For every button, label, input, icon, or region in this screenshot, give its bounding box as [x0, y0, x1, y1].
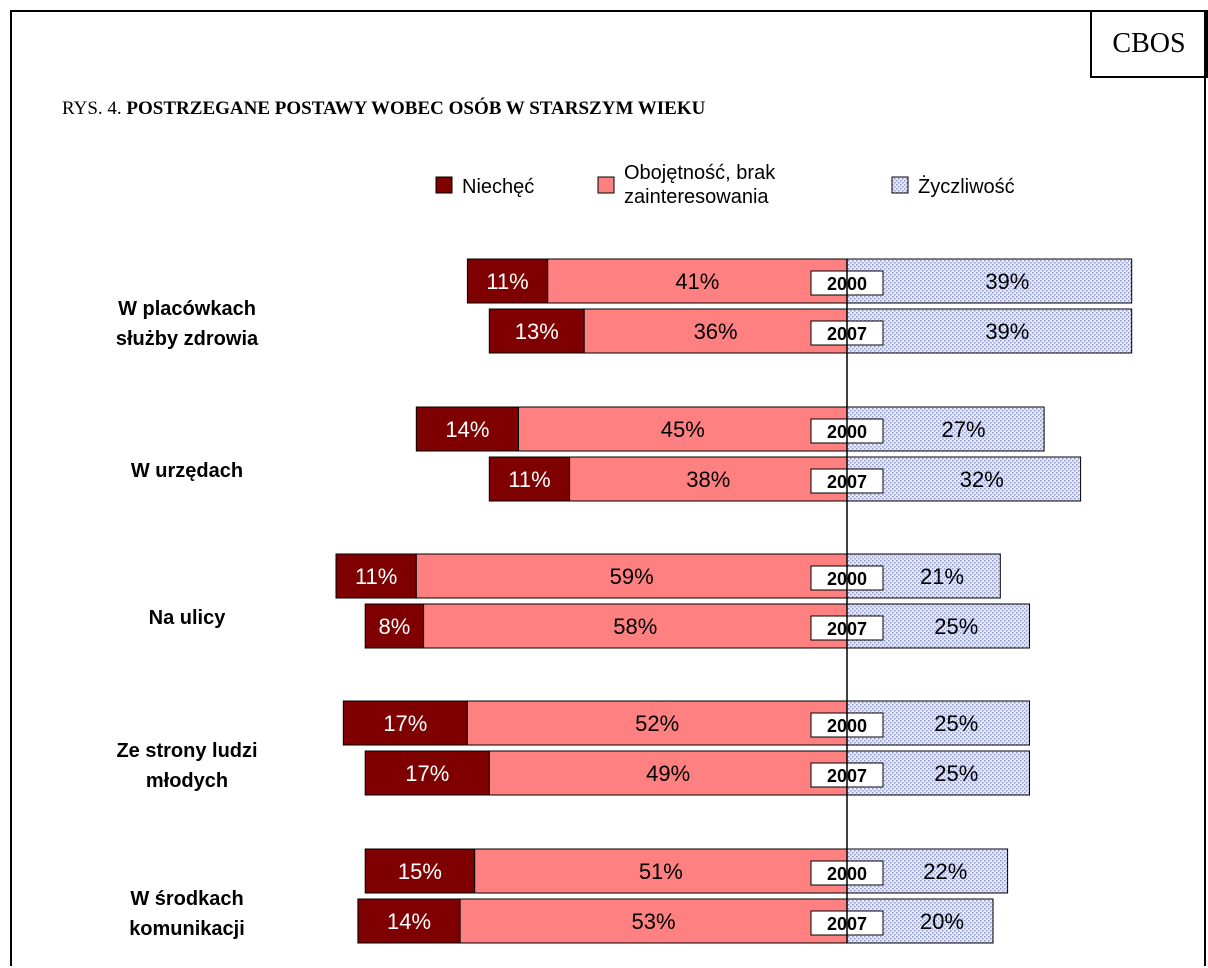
label-indifference-4-0: 51% [639, 859, 683, 884]
category-label-1-line-0: W urzędach [131, 460, 243, 482]
category-labels: W placówkach służby zdrowia W urzędach Na u… [116, 298, 259, 940]
bar-kindness-0-0 [846, 258, 1133, 304]
bar-indifference-0-0 [547, 258, 848, 304]
label-dislike-2-1: 8% [379, 614, 411, 639]
label-indifference-0-1: 36% [694, 319, 738, 344]
label-kindness-3-1: 25% [934, 761, 978, 786]
bar-dislike-2-0 [335, 553, 417, 599]
legend-swatch-2 [891, 176, 909, 194]
bar-kindness-1-1 [846, 456, 1082, 502]
legend-swatch-1 [597, 176, 615, 194]
label-kindness-4-1: 20% [920, 909, 964, 934]
label-dislike-0-1: 13% [515, 319, 559, 344]
bar-kindness-0-1 [846, 308, 1133, 354]
label-indifference-0-0: 41% [675, 269, 719, 294]
label-indifference-2-0: 59% [610, 564, 654, 589]
label-indifference-3-0: 52% [635, 711, 679, 736]
category-label-0-line-1: służby zdrowia [116, 328, 259, 350]
bar-indifference-3-0 [466, 700, 848, 746]
bar-indifference-1-1 [569, 456, 848, 502]
label-indifference-2-1: 58% [613, 614, 657, 639]
bar-dislike-4-0 [364, 848, 476, 894]
label-kindness-2-0: 21% [920, 564, 964, 589]
label-dislike-0-0: 11% [486, 269, 528, 294]
bar-dislike-1-0 [415, 406, 519, 452]
bar-indifference-4-0 [474, 848, 848, 894]
legend-label-2: Życzliwość [918, 175, 1015, 198]
label-kindness-2-1: 25% [934, 614, 978, 639]
bar-dislike-3-1 [364, 750, 490, 796]
legend-label-0: Niechęć [462, 176, 534, 198]
bar-indifference-1-0 [518, 406, 848, 452]
category-label-3-line-0: Ze strony ludzi [116, 740, 257, 762]
bar-indifference-0-1 [583, 308, 848, 354]
label-kindness-1-0: 27% [942, 417, 986, 442]
figure-title: RYS. 4. POSTRZEGANE POSTAWY WOBEC OSÓB W… [62, 98, 705, 120]
label-kindness-1-1: 32% [960, 467, 1004, 492]
cbos-badge: CBOS [1090, 10, 1208, 78]
label-dislike-3-1: 17% [405, 761, 449, 786]
category-label-0-line-0: W placówkach [118, 298, 256, 320]
label-dislike-2-0: 11% [355, 564, 397, 589]
figure-frame [10, 10, 1206, 966]
category-label-3-line-1: młodych [146, 770, 228, 792]
bar-dislike-3-0 [342, 700, 468, 746]
label-dislike-1-0: 14% [445, 417, 489, 442]
label-indifference-4-1: 53% [632, 909, 676, 934]
figure-prefix: RYS. 4. [62, 98, 122, 119]
bar-indifference-2-0 [415, 553, 848, 599]
label-dislike-4-0: 15% [398, 859, 442, 884]
label-dislike-3-0: 17% [383, 711, 427, 736]
label-dislike-4-1: 14% [387, 909, 431, 934]
bar-dislike-1-1 [488, 456, 571, 502]
bar-dislike-0-0 [466, 258, 549, 304]
bar-indifference-2-1 [423, 603, 848, 649]
legend-label-1-line-0: Obojętność, brak [624, 162, 776, 184]
category-label-4-line-1: komunikacji [129, 918, 245, 940]
label-indifference-1-1: 38% [686, 467, 730, 492]
category-label-4-line-0: W środkach [130, 888, 243, 910]
label-indifference-3-1: 49% [646, 761, 690, 786]
bar-dislike-4-1 [357, 898, 461, 944]
legend-swatch-0 [435, 176, 453, 194]
label-kindness-0-1: 39% [985, 319, 1029, 344]
category-label-2-line-0: Na ulicy [149, 607, 227, 629]
bar-dislike-2-1 [364, 603, 425, 649]
label-indifference-1-0: 45% [661, 417, 705, 442]
label-kindness-4-0: 22% [923, 859, 967, 884]
figure-title-text: POSTRZEGANE POSTAWY WOBEC OSÓB W STARSZY… [126, 98, 706, 119]
label-kindness-3-0: 25% [934, 711, 978, 736]
bar-dislike-0-1 [488, 308, 585, 354]
legend-label-1-line-1: zainteresowania [624, 186, 769, 208]
label-dislike-1-1: 11% [508, 467, 550, 492]
label-kindness-0-0: 39% [985, 269, 1029, 294]
